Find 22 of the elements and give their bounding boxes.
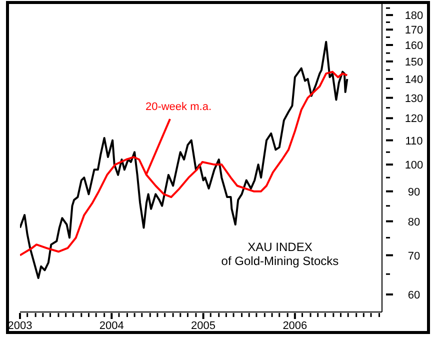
y-tick-label: 130: [404, 92, 424, 105]
y-tick-label: 110: [405, 135, 423, 148]
x-tick-label: 2004: [99, 320, 124, 332]
y-tick-label: 70: [408, 250, 420, 262]
line-series: [20, 40, 348, 280]
y-tick-label: 60: [408, 289, 420, 302]
x-tick-label: 2003: [8, 320, 32, 332]
y-tick-label: 90: [408, 186, 420, 198]
text: 20-week m.a.: [145, 100, 212, 113]
y-tick-label: 120: [404, 113, 424, 126]
x-tick-label: 2005: [191, 320, 216, 332]
y-tick-label: 80: [408, 216, 420, 228]
text: XAU INDEX: [246, 240, 314, 254]
line-series: [20, 70, 348, 256]
x-tick-label: 2006: [282, 320, 308, 332]
text: of Gold-Mining Stocks: [220, 254, 340, 268]
y-tick-label: 170: [404, 24, 424, 37]
y-tick-label: 100: [404, 160, 424, 172]
y-tick-label: 160: [404, 40, 424, 52]
y-tick-label: 140: [404, 74, 424, 86]
y-tick-label: 150: [404, 56, 424, 68]
y-tick-label: 180: [404, 10, 424, 22]
